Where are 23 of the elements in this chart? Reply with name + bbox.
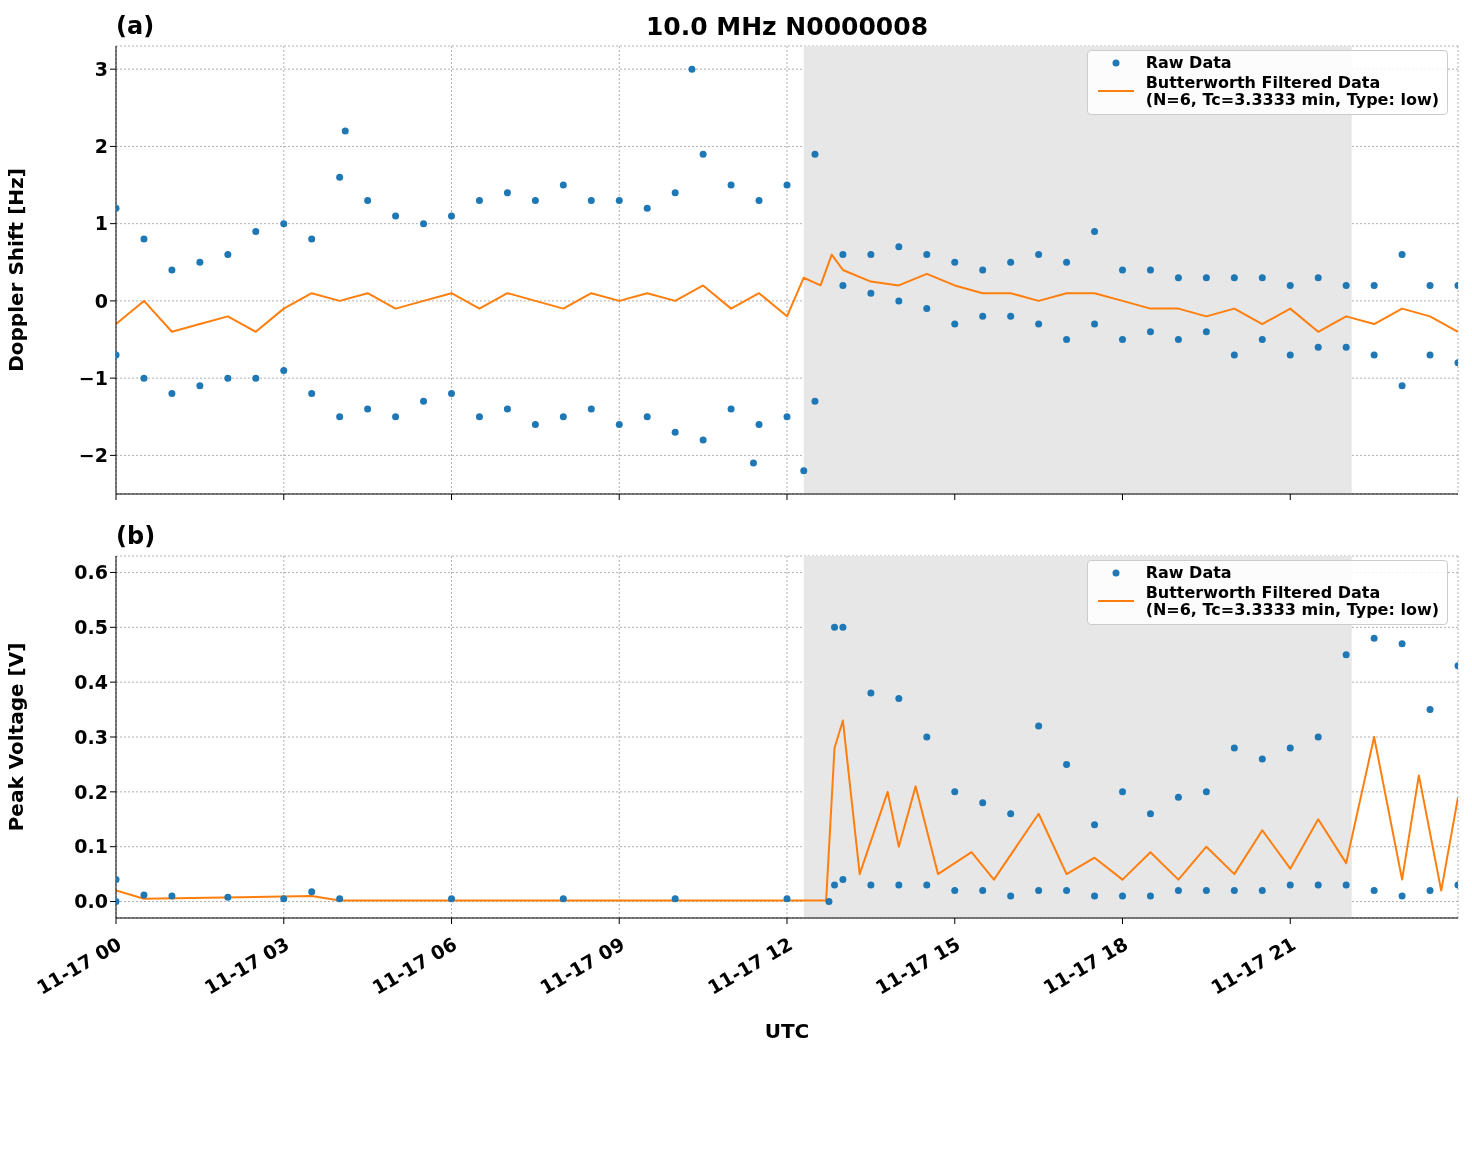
- y-tick-label: 2: [94, 135, 108, 158]
- y-tick-label: 0.6: [74, 561, 108, 584]
- legend-label: Raw Data: [1145, 563, 1232, 582]
- chart-title: 10.0 MHz N0000008: [645, 12, 929, 41]
- legend-label: Butterworth Filtered Data (N=6, Tc=3.3333 min, Type: low): [1145, 72, 1439, 110]
- text: (b): [116, 522, 156, 550]
- text: (a): [116, 12, 155, 40]
- y-tick-label: 0.1: [74, 835, 108, 858]
- legend-label: Butterworth Filtered Data (N=6, Tc=3.3333 min, Type: low): [1145, 582, 1439, 620]
- y-axis-title: Doppler Shift [Hz]: [4, 168, 29, 372]
- y-tick-label: 1: [94, 212, 108, 235]
- legend-label: Raw Data: [1145, 53, 1232, 72]
- y-tick-label: 0.3: [74, 725, 108, 748]
- y-tick-label: 0.0: [74, 890, 108, 913]
- y-tick-label: −2: [78, 444, 108, 467]
- y-tick-label: 0.5: [74, 616, 108, 639]
- y-tick-label: 3: [94, 57, 108, 80]
- y-tick-label: −1: [78, 366, 108, 389]
- y-tick-label: 0: [94, 289, 108, 312]
- y-tick-label: 0.4: [74, 670, 108, 693]
- x-axis-title: UTC: [764, 1019, 810, 1043]
- y-tick-label: 0.2: [74, 780, 108, 803]
- y-axis-title: Peak Voltage [V]: [4, 642, 29, 832]
